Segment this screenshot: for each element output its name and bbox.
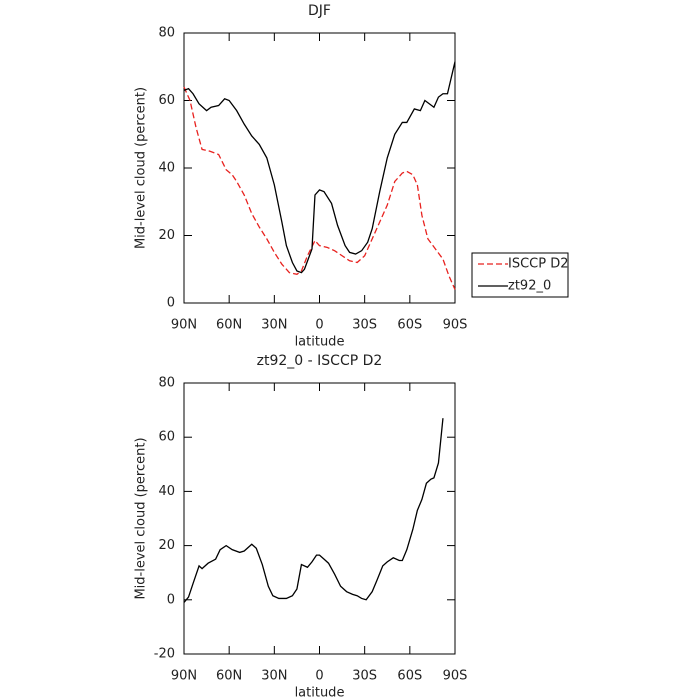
y-tick-label: 60 bbox=[158, 93, 175, 108]
x-tick-label: 90N bbox=[171, 669, 197, 684]
x-tick-label: 30S bbox=[352, 669, 377, 684]
y-tick-label: 0 bbox=[167, 592, 175, 607]
y-tick-label: -20 bbox=[154, 647, 175, 662]
x-tick-label: 60S bbox=[397, 318, 422, 333]
plot-frame bbox=[183, 32, 456, 304]
y-tick-label: 60 bbox=[158, 430, 175, 445]
y-tick-label: 40 bbox=[158, 161, 175, 176]
x-tick-label: 30N bbox=[261, 318, 287, 333]
y-tick-label: 20 bbox=[158, 538, 175, 553]
chart-title: DJF bbox=[308, 3, 331, 19]
legend-label: ISCCP D2 bbox=[508, 257, 569, 272]
x-axis-label: latitude bbox=[295, 686, 345, 700]
y-tick-label: 80 bbox=[158, 26, 175, 41]
x-tick-label: 30N bbox=[261, 669, 287, 684]
y-axis-label: Mid-level cloud (percent) bbox=[134, 437, 149, 599]
y-tick-label: 40 bbox=[158, 484, 175, 499]
plot-frame bbox=[183, 382, 456, 655]
x-tick-label: 90S bbox=[443, 669, 468, 684]
x-tick-label: 60N bbox=[216, 318, 242, 333]
x-tick-label: 60N bbox=[216, 669, 242, 684]
y-tick-label: 0 bbox=[167, 296, 175, 311]
y-axis-label: Mid-level cloud (percent) bbox=[134, 87, 149, 249]
legend-box bbox=[471, 252, 569, 298]
y-tick-label: 20 bbox=[158, 228, 175, 243]
legend-label: zt92_0 bbox=[508, 279, 551, 294]
x-tick-label: 0 bbox=[315, 318, 323, 333]
data-line bbox=[183, 418, 444, 603]
y-tick-label: 80 bbox=[158, 376, 175, 391]
x-tick-label: 30S bbox=[352, 318, 377, 333]
x-tick-label: 90S bbox=[443, 318, 468, 333]
x-tick-label: 90N bbox=[171, 318, 197, 333]
x-axis-label: latitude bbox=[295, 335, 345, 350]
data-line bbox=[183, 86, 456, 290]
x-tick-label: 0 bbox=[315, 669, 323, 684]
data-line bbox=[183, 61, 456, 274]
x-tick-label: 60S bbox=[397, 669, 422, 684]
chart-title: zt92_0 - ISCCP D2 bbox=[257, 353, 383, 369]
